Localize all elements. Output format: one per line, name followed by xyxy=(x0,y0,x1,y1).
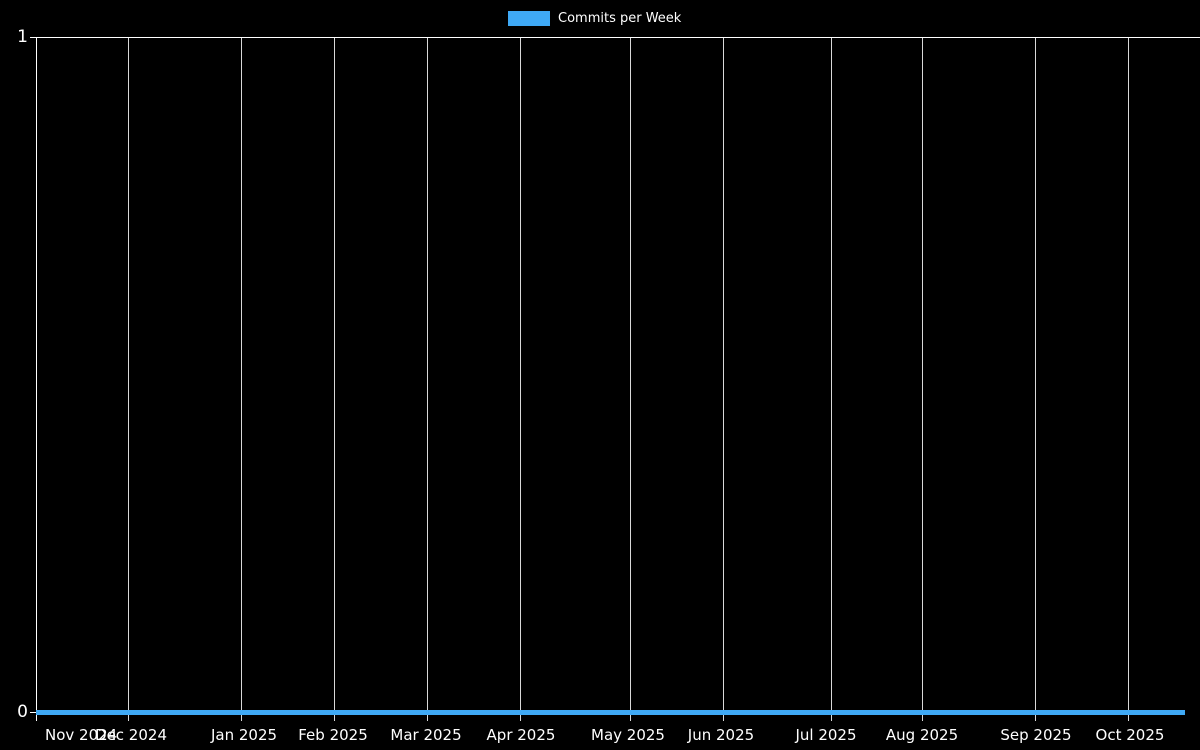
legend-swatch-commits-per-week xyxy=(508,10,550,26)
gridline-jan-2025 xyxy=(241,38,242,721)
xtick-label-jul-2025: Jul 2025 xyxy=(795,726,857,744)
xtick-label-aug-2025: Aug 2025 xyxy=(885,726,959,744)
legend-label-commits-per-week: Commits per Week xyxy=(558,10,682,26)
gridline-aug-2025 xyxy=(922,38,923,721)
xtick-label-mar-2025: Mar 2025 xyxy=(390,726,462,744)
series-line-commits-per-week xyxy=(36,710,1185,715)
chart-legend: Commits per Week xyxy=(508,8,681,28)
ytick-label-1: 1 xyxy=(17,27,28,47)
gridline-mar-2025 xyxy=(427,38,428,721)
gridline-apr-2025 xyxy=(520,38,521,721)
axis-top-line xyxy=(36,37,1200,38)
xtick-label-may-2025: May 2025 xyxy=(591,726,665,744)
gridline-dec-2024 xyxy=(128,38,129,721)
xtick-label-sep-2025: Sep 2025 xyxy=(1000,726,1072,744)
gridline-jun-2025 xyxy=(723,38,724,721)
ytick-mark-1 xyxy=(30,37,37,38)
xtick-label-nov-2024: Nov 2024 xyxy=(45,726,118,744)
xtick-label-dec-2024: Dec 2024 xyxy=(95,726,167,744)
gridline-may-2025 xyxy=(630,38,631,721)
ytick-mark-0 xyxy=(30,712,37,713)
gridline-oct-2025 xyxy=(1128,38,1129,721)
gridline-jul-2025 xyxy=(831,38,832,721)
gridline-sep-2025 xyxy=(1035,38,1036,721)
gridline-feb-2025 xyxy=(334,38,335,721)
xtick-label-feb-2025: Feb 2025 xyxy=(298,726,368,744)
ytick-label-0: 0 xyxy=(17,702,28,722)
axis-y-line xyxy=(36,37,37,721)
xtick-label-jan-2025: Jan 2025 xyxy=(210,726,278,744)
xtick-label-jun-2025: Jun 2025 xyxy=(687,726,755,744)
xtick-label-apr-2025: Apr 2025 xyxy=(486,726,556,744)
xtick-label-oct-2025: Oct 2025 xyxy=(1095,726,1165,744)
